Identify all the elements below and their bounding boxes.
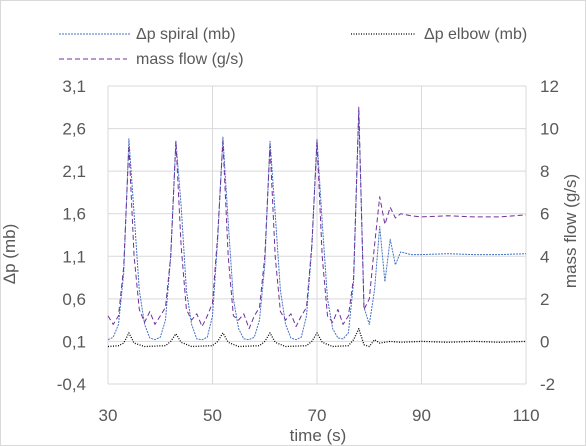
series-layer [107, 106, 527, 348]
x-tick-label: 50 [203, 406, 222, 425]
y-left-tick-label: 1,1 [62, 247, 86, 266]
y-left-tick-label: -0,4 [57, 375, 86, 394]
x-tick-label: 70 [308, 406, 327, 425]
series-line-0 [107, 111, 527, 341]
y-left-tick-label: 2,6 [62, 120, 86, 139]
y-left-axis-title: Δp (mb) [1, 224, 19, 284]
y-right-tick-label: 8 [540, 162, 549, 181]
y-right-tick-label: 12 [540, 77, 559, 96]
legend-label-dp-spiral: Δp spiral (mb) [136, 26, 236, 43]
x-tick-label: 30 [99, 406, 118, 425]
x-axis-title: time (s) [290, 426, 347, 445]
y-right-axis-title: mass flow (g/s) [561, 174, 580, 288]
y-right-tick-label: -2 [540, 375, 555, 394]
x-tick-label: 110 [512, 406, 539, 425]
y-left-tick-label: 0,1 [62, 332, 86, 351]
series-line-1 [107, 328, 527, 348]
legend-label-mass-flow: mass flow (g/s) [136, 51, 244, 68]
y-right-tick-label: 2 [540, 290, 549, 309]
legend-label-dp-elbow: Δp elbow (mb) [424, 26, 527, 43]
legend: Δp spiral (mb) Δp elbow (mb) mass flow (… [59, 26, 527, 68]
series-line-2 [107, 106, 527, 330]
x-tick-label: 90 [412, 406, 431, 425]
y-left-tick-label: 0,6 [62, 290, 86, 309]
y-left-tick-label: 2,1 [62, 162, 86, 181]
y-left-tick-label: 3,1 [62, 77, 86, 96]
y-left-tick-label: 1,6 [62, 205, 86, 224]
y-right-tick-label: 0 [540, 332, 549, 351]
y-right-tick-label: 6 [540, 205, 549, 224]
gridlines [107, 85, 527, 385]
tick-labels: 30 50 70 90 110 -0,4 0,1 0,6 1,1 1,6 2,1 2,6 3,1 -2 0 2… [57, 77, 559, 425]
y-right-tick-label: 10 [540, 120, 559, 139]
y-right-tick-label: 4 [540, 247, 549, 266]
